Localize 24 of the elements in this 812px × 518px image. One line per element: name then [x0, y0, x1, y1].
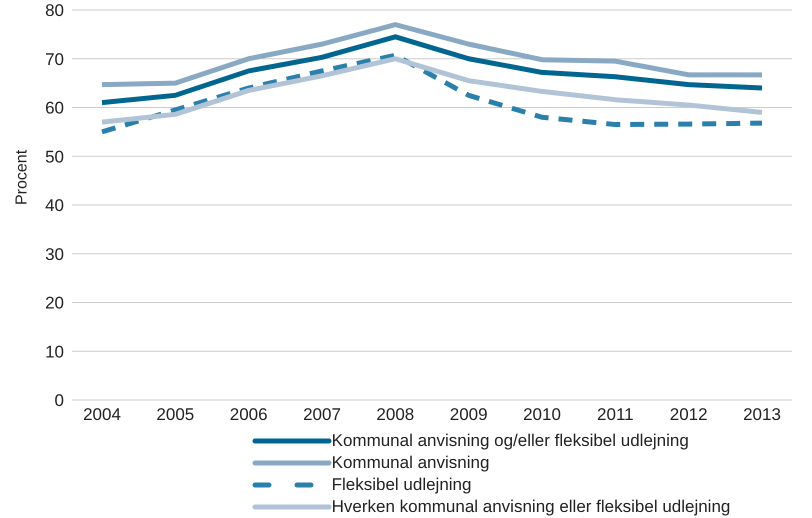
y-tick-label: 0 [54, 391, 64, 410]
legend-label: Kommunal anvisning og/eller fleksibel udlejning [332, 430, 689, 452]
x-tick-label: 2012 [670, 405, 708, 424]
x-tick-label: 2006 [230, 405, 268, 424]
legend-label: Fleksibel udlejning [332, 474, 472, 496]
y-tick-label: 40 [45, 196, 64, 216]
legend-label: Hverken kommunal anvisning eller fleksibel udlejning [332, 496, 730, 518]
x-tick-label: 2007 [303, 405, 341, 424]
y-tick-label: 30 [45, 244, 64, 264]
y-tick-label: 80 [45, 1, 64, 20]
y-tick-label: 10 [45, 342, 64, 362]
x-tick-label: 2011 [597, 405, 634, 424]
y-tick-label: 70 [45, 50, 64, 69]
x-tick-label: 2013 [743, 405, 781, 424]
legend-label: Kommunal anvisning [332, 452, 490, 474]
y-axis-title: Procent [14, 149, 31, 205]
y-tick-label: 60 [45, 98, 64, 118]
x-tick-label: 2004 [83, 405, 121, 424]
y-tick-label: 20 [45, 294, 64, 313]
x-tick-label: 2010 [523, 405, 561, 424]
x-tick-label: 2008 [376, 405, 414, 424]
x-tick-label: 2005 [156, 405, 194, 424]
x-tick-label: 2009 [450, 405, 488, 424]
y-tick-label: 50 [45, 147, 64, 166]
